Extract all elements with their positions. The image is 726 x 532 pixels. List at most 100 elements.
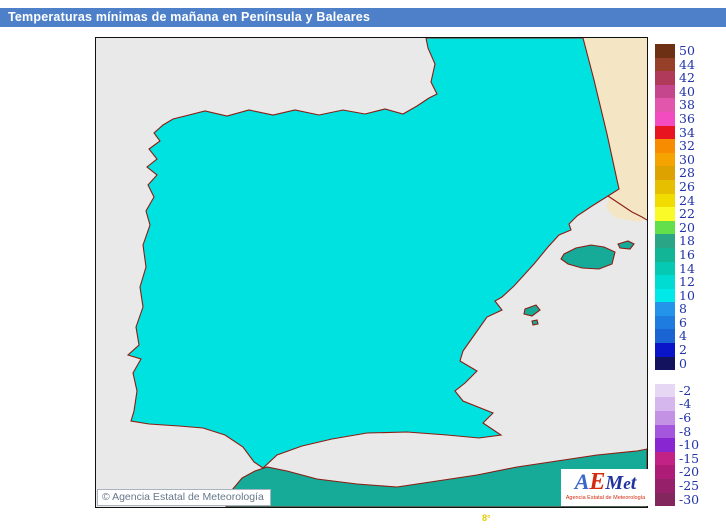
- legend-entry: 50: [655, 44, 699, 58]
- legend-entry: 18: [655, 234, 699, 248]
- legend-swatch: [655, 71, 675, 85]
- legend-swatch: [655, 152, 675, 167]
- legend-entry: 2: [655, 343, 699, 357]
- legend-scale: 50 44 42 40 38 36 34 32 30 28 26 24 22 20 18 16 14 12 10 8 6…: [655, 44, 700, 507]
- copyright-text: © Agencia Estatal de Meteorología: [102, 491, 264, 503]
- legend-label: 28: [679, 165, 695, 181]
- legend-entry: 32: [655, 139, 699, 153]
- legend-swatch: [655, 288, 675, 303]
- legend-label: -30: [679, 491, 700, 507]
- legend-entry: 14: [655, 260, 699, 276]
- legend-swatch: [655, 492, 675, 507]
- legend-entry: 30: [655, 153, 699, 167]
- logo-letter: t: [630, 472, 637, 494]
- legend-swatch: [655, 329, 675, 344]
- legend-swatch: [655, 438, 675, 452]
- legend-entry: -4: [655, 397, 699, 412]
- legend-swatch: [655, 383, 675, 398]
- legend-label: 10: [679, 287, 695, 303]
- legend-swatch: [655, 302, 675, 316]
- legend-label: -15: [679, 450, 700, 466]
- legend-swatch: [655, 356, 675, 371]
- legend-swatch: [655, 411, 675, 425]
- legend-entry: 36: [655, 112, 699, 126]
- map-bottom-label: 8°: [482, 513, 491, 523]
- menorca-island: [617, 240, 635, 250]
- formentera-island: [531, 319, 539, 326]
- legend-label: -2: [679, 382, 692, 398]
- legend-entry: 4: [655, 328, 699, 344]
- legend-entry: 22: [655, 207, 699, 221]
- legend-label: 26: [679, 178, 695, 194]
- logo-caption: Agencia Estatal de Meteorología: [565, 495, 646, 501]
- legend-entry: 34: [655, 125, 699, 140]
- legend-swatch: [655, 343, 675, 357]
- legend-entry: 10: [655, 289, 699, 303]
- legend-swatch: [655, 465, 675, 479]
- legend-entry: 6: [655, 316, 699, 330]
- legend-label: 38: [679, 97, 695, 113]
- legend-entry: -2: [655, 384, 699, 398]
- legend-entry: 16: [655, 248, 699, 262]
- legend-label: 14: [679, 260, 695, 276]
- legend-swatch: [655, 315, 675, 330]
- legend-label: -10: [679, 437, 700, 453]
- legend-swatch: [655, 261, 675, 276]
- legend-swatch: [655, 179, 675, 194]
- legend-entry: 12: [655, 275, 699, 289]
- legend-swatch: [655, 111, 675, 126]
- legend-label: 40: [679, 83, 695, 99]
- legend-label: 42: [679, 70, 695, 86]
- legend-label: 36: [679, 110, 695, 126]
- aemet-logo: AEMet Agencia Estatal de Meteorología: [561, 469, 650, 506]
- title-bar: Temperaturas mínimas de mañana en Peníns…: [0, 8, 726, 27]
- legend-label: -6: [679, 410, 692, 426]
- legend-swatch: [655, 451, 675, 466]
- legend-entry: -25: [655, 479, 699, 493]
- legend-swatch: [655, 424, 675, 439]
- legend-swatch: [655, 44, 675, 58]
- legend-entry: 0: [655, 357, 699, 371]
- legend-label: -20: [679, 464, 700, 480]
- legend-entry: 38: [655, 98, 699, 112]
- legend-label: 12: [679, 274, 695, 290]
- logo-letter: e: [623, 474, 631, 493]
- legend-swatch: [655, 247, 675, 262]
- legend-swatch: [655, 84, 675, 99]
- legend-entry: 8: [655, 302, 699, 316]
- legend-label: -8: [679, 423, 692, 439]
- legend-swatch: [655, 139, 675, 153]
- legend-label: 4: [679, 328, 687, 344]
- legend-label: -25: [679, 478, 700, 493]
- legend-label: 0: [679, 355, 687, 371]
- legend-entry: 28: [655, 166, 699, 180]
- legend-entry: 20: [655, 221, 699, 235]
- page-title: Temperaturas mínimas de mañana en Peníns…: [8, 10, 371, 24]
- temperature-map: [96, 38, 647, 507]
- legend-entry: 24: [655, 192, 699, 208]
- legend-label: 18: [679, 233, 695, 249]
- legend-entry: -20: [655, 465, 699, 479]
- legend-label: 8: [679, 301, 687, 317]
- legend-swatch: [655, 234, 675, 248]
- legend-swatch: [655, 220, 675, 235]
- logo-letter: M: [605, 472, 624, 494]
- legend-label: 6: [679, 314, 687, 330]
- legend-entry: -30: [655, 491, 700, 507]
- france-med-coastline: [607, 195, 647, 221]
- logo-word: AEMet: [561, 469, 650, 495]
- legend-label: 20: [679, 219, 695, 235]
- legend-swatch: [655, 193, 675, 208]
- legend-label: 32: [679, 138, 695, 154]
- legend-entry: -10: [655, 438, 699, 452]
- legend-label: 2: [679, 342, 687, 358]
- legend-swatch: [655, 207, 675, 221]
- legend-label: 44: [679, 56, 695, 72]
- logo-letter: E: [589, 469, 606, 495]
- legend-swatch: [655, 57, 675, 72]
- legend-swatch: [655, 479, 675, 493]
- legend-label: 16: [679, 246, 695, 262]
- outside-domain-topright: [583, 38, 647, 222]
- legend-label: 24: [679, 192, 695, 208]
- legend-entry: 42: [655, 71, 699, 85]
